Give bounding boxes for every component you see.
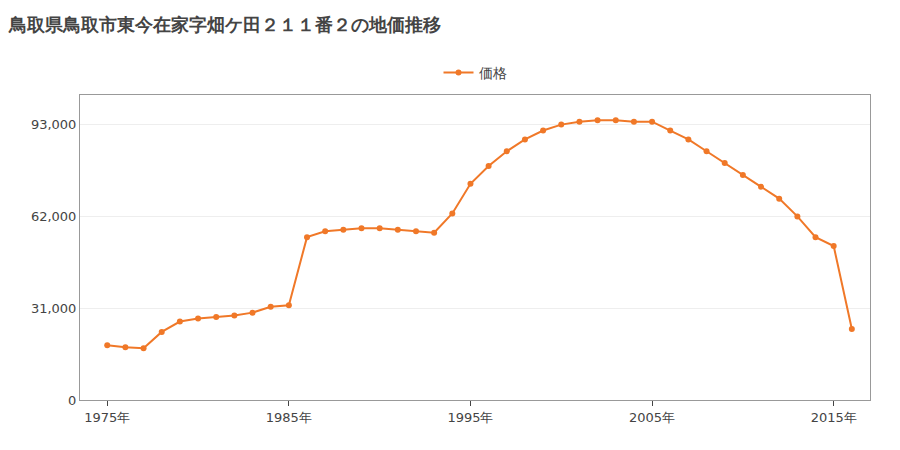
svg-text:1995年: 1995年 (447, 410, 493, 425)
svg-text:2015年: 2015年 (811, 410, 857, 425)
svg-text:62,000: 62,000 (31, 209, 77, 224)
svg-text:2005年: 2005年 (629, 410, 675, 425)
svg-text:1985年: 1985年 (266, 410, 312, 425)
svg-text:93,000: 93,000 (31, 117, 77, 132)
svg-text:1975年: 1975年 (84, 410, 130, 425)
svg-text:鳥取県鳥取市東今在家字畑ケ田２１１番２の地価推移: 鳥取県鳥取市東今在家字畑ケ田２１１番２の地価推移 (8, 14, 441, 35)
svg-text:0: 0 (68, 393, 76, 408)
svg-text:価格: 価格 (479, 65, 507, 81)
svg-text:31,000: 31,000 (31, 301, 77, 316)
